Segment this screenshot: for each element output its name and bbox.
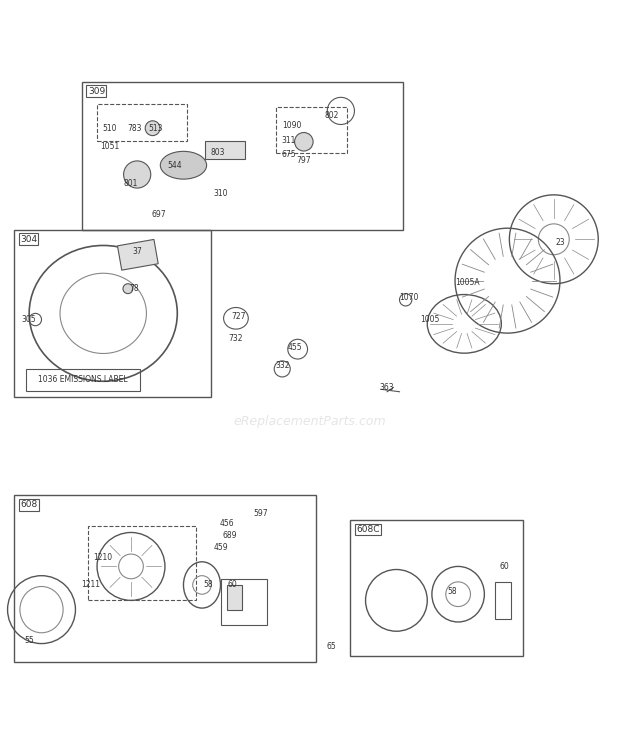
Text: 608: 608 — [20, 500, 37, 509]
Bar — [227, 585, 242, 609]
Text: 55: 55 — [24, 636, 34, 645]
Bar — [14, 230, 211, 397]
Bar — [276, 106, 347, 153]
Text: 544: 544 — [167, 161, 182, 170]
Text: 689: 689 — [223, 531, 237, 540]
Text: 305: 305 — [22, 315, 37, 324]
Circle shape — [123, 161, 151, 188]
Bar — [97, 103, 187, 141]
Text: 801: 801 — [124, 179, 138, 188]
Text: 675: 675 — [281, 150, 296, 158]
Text: 332: 332 — [275, 362, 290, 371]
Circle shape — [294, 132, 313, 151]
Text: 311: 311 — [281, 136, 296, 145]
Text: 60: 60 — [500, 562, 509, 571]
Bar — [350, 520, 523, 656]
Circle shape — [123, 283, 133, 294]
Text: 783: 783 — [127, 124, 141, 132]
Text: 1051: 1051 — [100, 142, 119, 151]
Text: 802: 802 — [324, 112, 339, 121]
Text: 1210: 1210 — [94, 553, 113, 562]
Text: 510: 510 — [102, 124, 117, 132]
Ellipse shape — [161, 151, 206, 179]
Text: 459: 459 — [213, 543, 228, 552]
Text: 65: 65 — [327, 642, 337, 651]
Text: 697: 697 — [151, 210, 166, 219]
Text: 1211: 1211 — [81, 580, 100, 589]
Text: 797: 797 — [296, 155, 311, 164]
Bar — [221, 579, 267, 625]
Text: 732: 732 — [229, 333, 243, 342]
Text: 803: 803 — [210, 148, 224, 158]
Text: 37: 37 — [132, 247, 142, 256]
Text: 727: 727 — [232, 312, 246, 321]
Bar — [14, 496, 316, 662]
Text: 310: 310 — [213, 188, 228, 197]
Text: 304: 304 — [20, 235, 37, 244]
Bar — [117, 240, 158, 270]
Text: 309: 309 — [88, 86, 105, 96]
Text: 363: 363 — [380, 383, 394, 392]
Text: 608C: 608C — [356, 525, 380, 534]
Text: 1005: 1005 — [421, 315, 440, 324]
Text: 456: 456 — [219, 519, 234, 527]
Text: 58: 58 — [447, 586, 457, 596]
Text: 1005A: 1005A — [455, 278, 480, 287]
Circle shape — [145, 121, 160, 135]
Text: 455: 455 — [287, 343, 302, 352]
Text: 23: 23 — [555, 238, 565, 247]
Text: 60: 60 — [228, 580, 237, 589]
Text: eReplacementParts.com: eReplacementParts.com — [234, 415, 386, 428]
Text: 597: 597 — [254, 510, 268, 519]
Bar — [82, 82, 402, 230]
Text: 513: 513 — [148, 124, 163, 132]
Text: 1090: 1090 — [282, 121, 301, 129]
Bar — [205, 141, 245, 159]
Text: 1070: 1070 — [399, 293, 419, 302]
Text: 78: 78 — [130, 284, 139, 293]
Text: 58: 58 — [203, 580, 213, 589]
Bar — [495, 582, 511, 619]
Bar — [88, 526, 196, 600]
Bar — [26, 369, 140, 391]
Text: 1036 EMISSIONS LABEL: 1036 EMISSIONS LABEL — [38, 375, 128, 384]
